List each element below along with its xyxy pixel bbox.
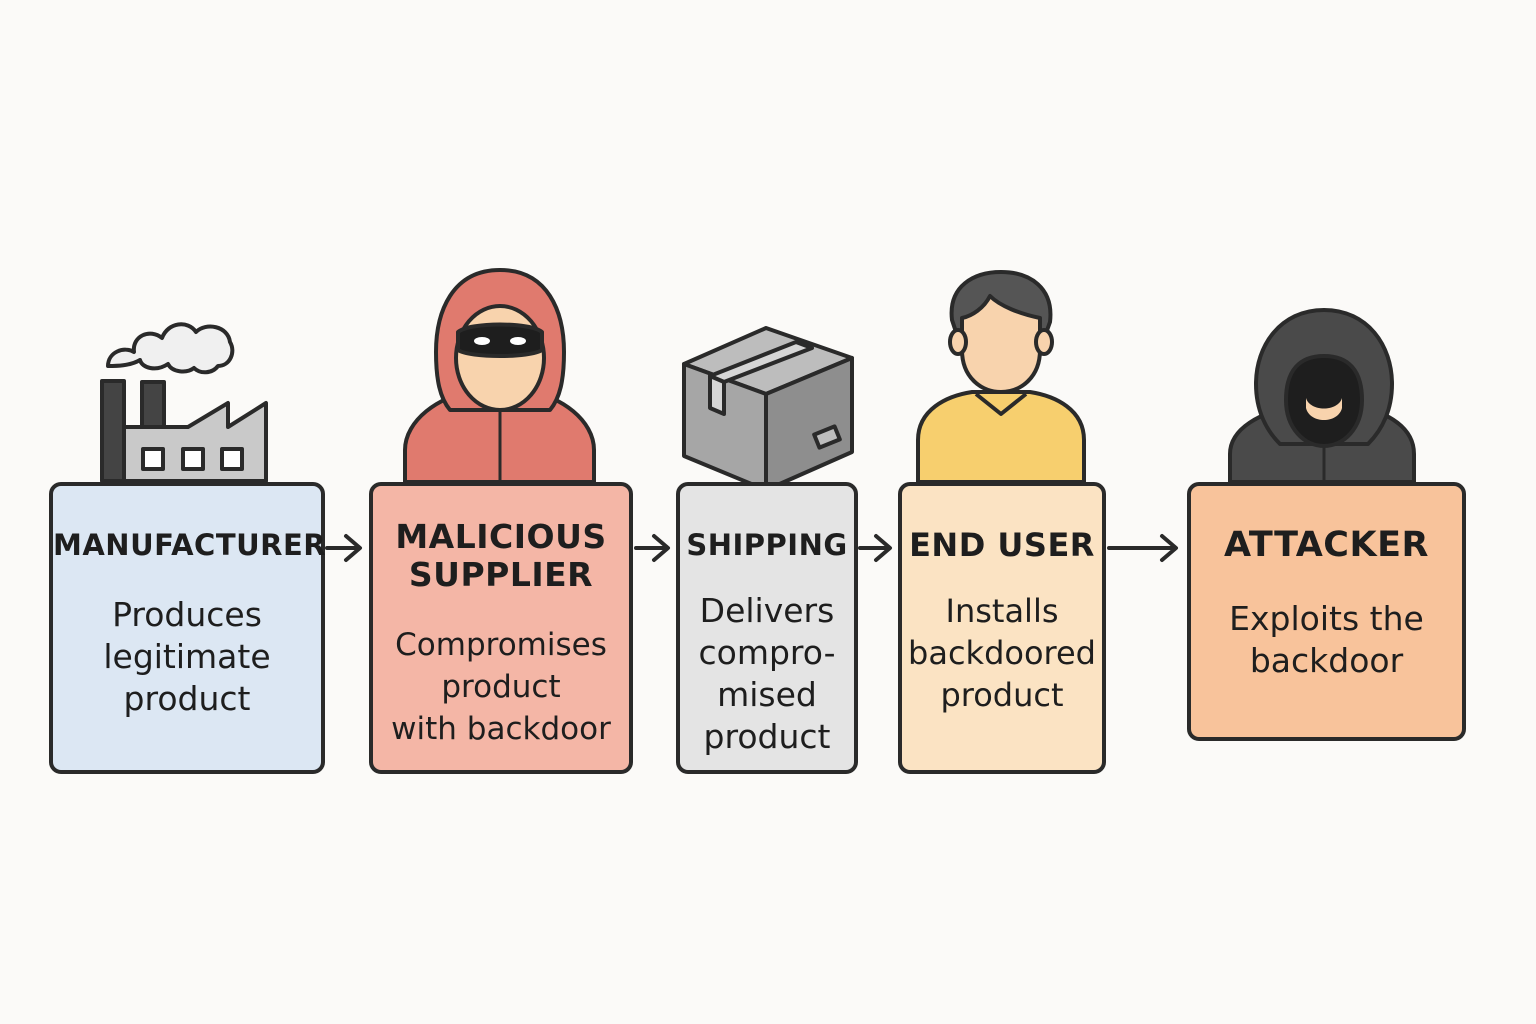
chimney-right xyxy=(140,380,166,430)
factory-icon xyxy=(100,322,268,483)
hooded-attacker-icon xyxy=(1228,308,1416,484)
stage-description: Compromises product with backdoor xyxy=(391,627,611,747)
stage-box-manufacturer: MANUFACTURER Produces legitimate product xyxy=(49,482,327,774)
stage-title: END USER xyxy=(909,526,1095,564)
arrow-2 xyxy=(634,534,670,562)
attacker-face xyxy=(1284,354,1364,448)
stage-box-malicious-supplier: MALICIOUS SUPPLIER Compromises product w… xyxy=(369,482,633,774)
factory-building xyxy=(122,401,268,483)
arrow-1 xyxy=(325,534,362,562)
user-person-icon xyxy=(916,270,1086,484)
stage-title: SHIPPING xyxy=(686,528,848,562)
box-top xyxy=(682,326,854,396)
stage-description: Installs backdoored product xyxy=(908,592,1096,714)
stage-title: MALICIOUS SUPPLIER xyxy=(395,517,607,594)
supplier-body xyxy=(403,390,596,484)
smoke-cloud xyxy=(106,322,235,375)
arrow-4 xyxy=(1107,534,1178,562)
supplier-hood xyxy=(434,268,566,412)
attacker-body xyxy=(1228,406,1416,484)
supplier-mask xyxy=(456,322,544,358)
user-face xyxy=(960,294,1042,394)
hooded-masked-person-icon xyxy=(403,268,596,484)
supplier-face xyxy=(454,304,546,412)
user-shirt xyxy=(916,390,1086,484)
stage-description: Exploits the backdoor xyxy=(1229,599,1424,680)
package-box-icon xyxy=(682,326,854,492)
box-side xyxy=(764,356,854,492)
chimney-left xyxy=(100,379,126,483)
stage-description: Delivers compro- mised product xyxy=(698,591,836,756)
stage-box-shipping: SHIPPING Delivers compro- mised product xyxy=(676,482,858,774)
stage-title: ATTACKER xyxy=(1224,525,1429,565)
stage-description: Produces legitimate product xyxy=(103,595,271,718)
box-front xyxy=(682,362,768,492)
arrow-3 xyxy=(858,534,892,562)
attacker-hood xyxy=(1254,308,1394,446)
user-hair xyxy=(949,270,1053,352)
stage-box-attacker: ATTACKER Exploits the backdoor xyxy=(1187,482,1466,741)
stage-title: MANUFACTURER xyxy=(53,528,327,562)
stage-box-end-user: END USER Installs backdoored product xyxy=(898,482,1106,774)
box-tape xyxy=(708,340,814,384)
